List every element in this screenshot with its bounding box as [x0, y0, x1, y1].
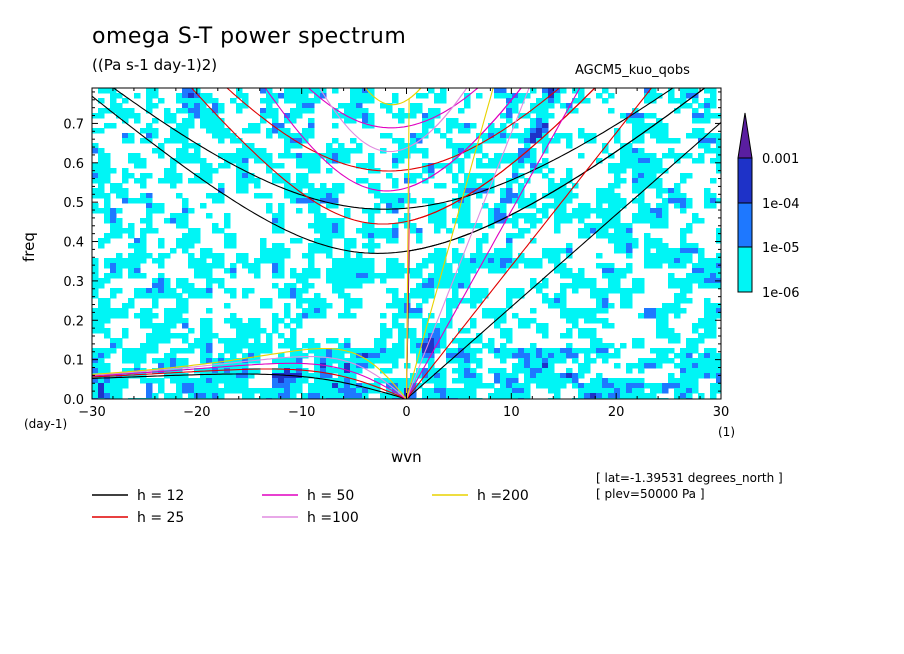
- units-subtitle: ((Pa s-1 day-1)2): [92, 56, 218, 74]
- y-tick-label: 0.3: [63, 275, 84, 290]
- y-tick-label: 0.2: [63, 314, 84, 329]
- axes: −30 −20 −10 0 10 20 30 0.0 0.1 0.2 0.3 0.4 0.5 0.6 0.7: [63, 88, 729, 420]
- run-name: AGCM5_kuo_qobs: [575, 63, 690, 78]
- legend-label-h200: h =200: [477, 488, 529, 504]
- y-tick-label: 0.7: [63, 117, 84, 132]
- x-tick-label: −10: [288, 405, 315, 420]
- y-tick-label: 0.4: [63, 236, 84, 251]
- dispersion-curve-kelvin-h200: [405, 88, 494, 399]
- dispersion-curve-ig1-h50: [264, 88, 522, 192]
- x-tick-label: 10: [503, 405, 520, 420]
- colorbar-label: 1e-04: [762, 197, 800, 212]
- x-axis-unit: (1): [718, 425, 735, 439]
- power-field: [92, 88, 721, 399]
- colorbar-label: 0.001: [762, 152, 799, 167]
- dispersion-curve-kelvin-h12: [406, 121, 721, 399]
- x-tick-label: 30: [713, 405, 730, 420]
- dispersion-curve-ig2-h100: [92, 0, 721, 77]
- dispersion-curve-kelvin-h25: [406, 88, 653, 399]
- dispersion-curve-ig2-h200: [92, 0, 721, 16]
- y-tick-label: 0.5: [63, 196, 84, 211]
- dispersion-curve-rossby-h100: [92, 88, 468, 399]
- latitude-info: [ lat=-1.39531 degrees_north ]: [596, 471, 783, 485]
- x-tick-label: 0: [402, 405, 410, 420]
- dispersion-curve-kelvin-h100: [405, 88, 530, 399]
- legend: h = 12 h = 25 h = 50 h =100 h =200: [92, 488, 529, 526]
- dispersion-curve-ig2-h25: [226, 88, 561, 172]
- y-tick-label: 0.1: [63, 354, 84, 369]
- chart-title: omega S-T power spectrum: [92, 24, 407, 49]
- dispersion-curve-ig1-h200: [364, 88, 422, 106]
- colorbar-bin-1e-04: [737, 157, 753, 204]
- legend-label-h25: h = 25: [137, 510, 184, 526]
- colorbar-bin-1e-05: [737, 202, 753, 248]
- colorbar-label: 1e-06: [762, 286, 800, 301]
- dispersion-curve-ig1-h100: [319, 88, 468, 153]
- colorbar-bin-1e-06: [737, 246, 753, 293]
- y-axis-unit: (day-1): [24, 417, 68, 431]
- dispersion-curve-ig1-h12: [92, 88, 706, 254]
- x-tick-label: −30: [78, 405, 105, 420]
- dispersion-curves: [92, 0, 721, 399]
- y-tick-label: 0.6: [63, 157, 84, 172]
- colorbar-arrow-0.001: [737, 112, 753, 159]
- x-tick-label: 20: [608, 405, 625, 420]
- legend-label-h12: h = 12: [137, 488, 184, 504]
- legend-label-h100: h =100: [307, 510, 359, 526]
- dispersion-curve-ig2-h50: [307, 88, 479, 129]
- legend-label-h50: h = 50: [307, 488, 354, 504]
- dispersion-curve-rossby-h50: [92, 88, 522, 399]
- x-axis-label: wvn: [391, 448, 422, 466]
- pressure-level-info: [ plev=50000 Pa ]: [596, 487, 705, 501]
- y-tick-label: 0.0: [63, 393, 84, 408]
- x-tick-label: −20: [183, 405, 210, 420]
- dispersion-curve-ig2-h12: [112, 88, 674, 210]
- colorbar: 1e-06 1e-05 1e-04 0.001: [737, 112, 800, 301]
- colorbar-label: 1e-05: [762, 241, 800, 256]
- dispersion-curve-kelvin-h50: [406, 88, 581, 399]
- dispersion-curve-rossby-h25: [92, 88, 596, 399]
- dispersion-curve-rossby-h200: [92, 88, 422, 399]
